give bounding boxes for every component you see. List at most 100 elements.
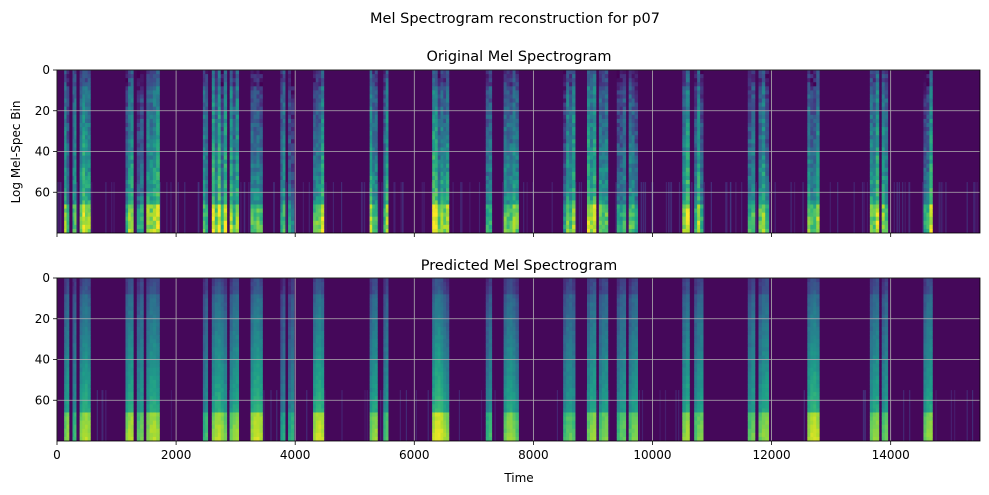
heatmap-cell	[232, 139, 237, 144]
heatmap-cell	[64, 412, 67, 417]
noise-streak	[668, 182, 670, 233]
heatmap-cell	[64, 290, 67, 295]
heatmap-cell	[875, 208, 880, 214]
heatmap-cell	[64, 122, 67, 128]
heatmap-cell	[202, 143, 206, 148]
heatmap-cell	[313, 122, 317, 128]
heatmap-cell	[485, 224, 490, 230]
heatmap-cell	[87, 339, 91, 344]
noise-streak	[323, 182, 326, 233]
heatmap-cell	[66, 375, 70, 381]
heatmap-cell	[572, 171, 576, 177]
heatmap-cell	[446, 159, 450, 165]
heatmap-cell	[810, 102, 814, 108]
heatmap-cell	[125, 383, 129, 389]
heatmap-cell	[374, 188, 378, 193]
heatmap-cell	[929, 220, 933, 226]
heatmap-cell	[220, 106, 225, 112]
heatmap-cell	[72, 318, 75, 324]
heatmap-cell	[694, 131, 698, 136]
heatmap-cell	[140, 388, 144, 393]
heatmap-cell	[923, 175, 927, 181]
heatmap-cell	[66, 330, 70, 336]
heatmap-cell	[566, 90, 570, 95]
heatmap-cell	[214, 278, 219, 283]
heatmap-cell	[383, 98, 387, 103]
heatmap-cell	[205, 359, 209, 364]
heatmap-cell	[601, 131, 606, 136]
heatmap-cell	[217, 86, 222, 91]
heatmap-cell	[156, 314, 160, 320]
heatmap-cell	[875, 106, 880, 112]
heatmap-cell	[288, 188, 292, 193]
heatmap-cell	[205, 355, 209, 360]
heatmap-cell	[140, 278, 144, 283]
heatmap-cell	[697, 220, 701, 226]
heatmap-cell	[601, 114, 606, 120]
heatmap-cell	[816, 147, 820, 152]
heatmap-cell	[589, 220, 594, 226]
heatmap-cell	[87, 171, 91, 177]
heatmap-cell	[572, 94, 576, 99]
heatmap-cell	[515, 118, 519, 124]
heatmap-cell	[515, 188, 519, 193]
heatmap-cell	[229, 204, 234, 209]
heatmap-cell	[146, 318, 150, 324]
heatmap-cell	[288, 106, 292, 112]
heatmap-cell	[214, 224, 219, 230]
heatmap-cell	[256, 94, 260, 99]
heatmap-cell	[628, 159, 633, 165]
heatmap-cell	[321, 118, 325, 124]
heatmap-cell	[74, 147, 77, 152]
heatmap-cell	[566, 192, 570, 197]
heatmap-cell	[291, 228, 295, 234]
heatmap-cell	[288, 163, 292, 169]
speech-segment	[682, 70, 690, 234]
heatmap-cell	[235, 224, 240, 230]
heatmap-cell	[66, 412, 70, 417]
heatmap-cell	[440, 139, 444, 144]
heatmap-cell	[87, 180, 91, 185]
heatmap-cell	[923, 78, 927, 83]
heatmap-cell	[318, 127, 322, 132]
heatmap-cell	[372, 192, 376, 197]
heatmap-cell	[512, 78, 516, 83]
heatmap-cell	[631, 131, 636, 136]
heatmap-cell	[282, 175, 286, 181]
heatmap-cell	[589, 216, 594, 222]
heatmap-cell	[369, 212, 373, 218]
heatmap-cell	[572, 212, 576, 218]
heatmap-cell	[205, 375, 209, 381]
heatmap-cell	[631, 78, 636, 83]
heatmap-cell	[82, 404, 86, 409]
heatmap-cell	[149, 74, 154, 79]
heatmap-cell	[601, 192, 606, 197]
heatmap-cell	[235, 192, 240, 197]
heatmap-cell	[152, 282, 157, 287]
heatmap-cell	[84, 351, 89, 356]
heatmap-cell	[765, 184, 770, 189]
heatmap-cell	[926, 102, 930, 108]
heatmap-cell	[235, 208, 240, 214]
heatmap-cell	[437, 175, 441, 181]
heatmap-cell	[152, 294, 157, 299]
heatmap-cell	[813, 94, 817, 99]
heatmap-cell	[697, 184, 701, 189]
speech-segment	[598, 70, 609, 234]
heatmap-cell	[205, 314, 209, 320]
heatmap-cell	[503, 90, 507, 95]
heatmap-cell	[79, 228, 83, 234]
heatmap-cell	[84, 290, 89, 295]
heatmap-cell	[697, 180, 701, 185]
heatmap-cell	[140, 355, 144, 360]
heatmap-cell	[622, 175, 627, 181]
heatmap-cell	[220, 127, 225, 132]
heatmap-cell	[592, 184, 597, 189]
heatmap-cell	[313, 74, 317, 79]
heatmap-cell	[572, 184, 576, 189]
heatmap-cell	[694, 135, 698, 140]
heatmap-cell	[136, 188, 141, 193]
heatmap-cell	[223, 196, 228, 201]
heatmap-cell	[807, 114, 811, 120]
heatmap-cell	[128, 204, 132, 209]
